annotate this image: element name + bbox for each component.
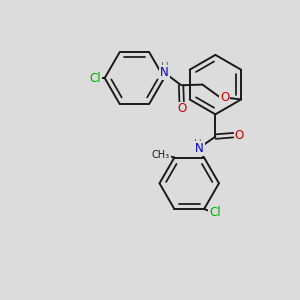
- Text: H: H: [194, 139, 201, 149]
- Text: CH₃: CH₃: [152, 150, 170, 160]
- Text: N: N: [160, 66, 169, 79]
- Text: Cl: Cl: [209, 206, 221, 218]
- Text: N: N: [195, 142, 204, 155]
- Text: O: O: [235, 129, 244, 142]
- Text: Cl: Cl: [89, 72, 101, 85]
- Text: O: O: [177, 103, 186, 116]
- Text: O: O: [220, 92, 230, 104]
- Text: H: H: [161, 62, 169, 72]
